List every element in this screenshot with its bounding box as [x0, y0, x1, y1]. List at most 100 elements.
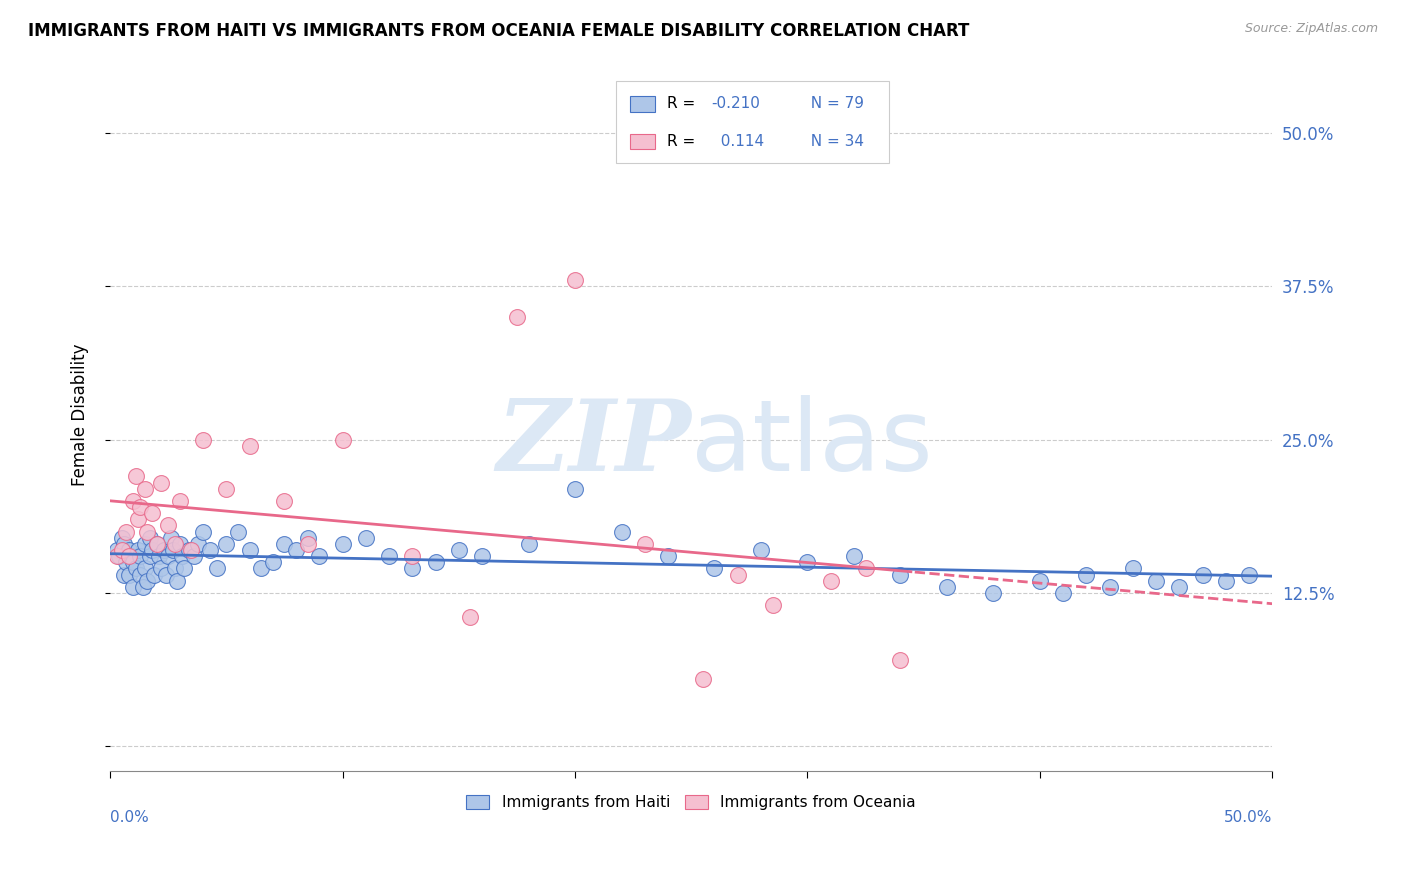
- Text: R =: R =: [666, 134, 700, 149]
- Point: [1052, 586, 1074, 600]
- Text: -0.210: -0.210: [711, 96, 759, 112]
- Point: [169, 537, 191, 551]
- Point: [169, 494, 191, 508]
- Point: [226, 524, 249, 539]
- Point: [118, 567, 141, 582]
- Point: [111, 543, 134, 558]
- Point: [131, 580, 153, 594]
- Point: [172, 549, 194, 563]
- Point: [134, 561, 156, 575]
- Point: [262, 555, 284, 569]
- Point: [152, 543, 174, 558]
- Point: [238, 543, 260, 558]
- Point: [205, 561, 228, 575]
- Point: [1144, 574, 1167, 588]
- Text: N = 34: N = 34: [800, 134, 863, 149]
- FancyBboxPatch shape: [630, 96, 655, 112]
- Point: [165, 561, 187, 575]
- Point: [762, 598, 785, 612]
- Point: [889, 567, 911, 582]
- Point: [124, 469, 146, 483]
- Point: [179, 543, 201, 558]
- Point: [136, 574, 159, 588]
- Point: [564, 482, 586, 496]
- Point: [703, 561, 725, 575]
- Point: [138, 531, 160, 545]
- Point: [129, 549, 152, 563]
- Point: [634, 537, 657, 551]
- Point: [118, 549, 141, 563]
- Y-axis label: Female Disability: Female Disability: [72, 344, 89, 486]
- Point: [1122, 561, 1144, 575]
- Point: [157, 549, 180, 563]
- Point: [506, 310, 529, 324]
- Point: [1191, 567, 1213, 582]
- Point: [105, 549, 128, 563]
- Point: [889, 653, 911, 667]
- Point: [112, 537, 135, 551]
- Text: 0.0%: 0.0%: [110, 810, 149, 825]
- Point: [273, 494, 295, 508]
- Point: [842, 549, 865, 563]
- Point: [215, 537, 238, 551]
- Point: [401, 549, 423, 563]
- Point: [115, 524, 138, 539]
- Point: [1029, 574, 1052, 588]
- Point: [657, 549, 679, 563]
- Point: [187, 537, 209, 551]
- Point: [165, 537, 187, 551]
- Text: atlas: atlas: [692, 395, 932, 492]
- Point: [180, 543, 202, 558]
- Point: [471, 549, 494, 563]
- Point: [564, 273, 586, 287]
- Legend: Immigrants from Haiti, Immigrants from Oceania: Immigrants from Haiti, Immigrants from O…: [460, 789, 922, 816]
- Text: 0.114: 0.114: [711, 134, 763, 149]
- Point: [148, 549, 170, 563]
- Point: [936, 580, 959, 594]
- Point: [127, 512, 149, 526]
- Point: [111, 531, 134, 545]
- Point: [517, 537, 540, 551]
- Point: [727, 567, 749, 582]
- Point: [115, 555, 138, 569]
- Point: [238, 439, 260, 453]
- Point: [143, 567, 166, 582]
- Point: [122, 494, 145, 508]
- Point: [134, 537, 156, 551]
- Point: [191, 433, 214, 447]
- Point: [332, 537, 354, 551]
- Point: [820, 574, 842, 588]
- Text: N = 79: N = 79: [800, 96, 863, 112]
- Text: IMMIGRANTS FROM HAITI VS IMMIGRANTS FROM OCEANIA FEMALE DISABILITY CORRELATION C: IMMIGRANTS FROM HAITI VS IMMIGRANTS FROM…: [28, 22, 970, 40]
- Text: ZIP: ZIP: [496, 395, 692, 491]
- Point: [127, 543, 149, 558]
- Point: [159, 531, 181, 545]
- Point: [610, 524, 633, 539]
- Point: [155, 567, 177, 582]
- Point: [122, 580, 145, 594]
- Point: [198, 543, 221, 558]
- Point: [332, 433, 354, 447]
- Point: [141, 543, 163, 558]
- Point: [297, 537, 319, 551]
- Point: [112, 567, 135, 582]
- Point: [108, 549, 131, 563]
- Point: [118, 543, 141, 558]
- Point: [191, 524, 214, 539]
- Point: [150, 475, 173, 490]
- Text: R =: R =: [666, 96, 700, 112]
- Point: [173, 561, 195, 575]
- Point: [250, 561, 273, 575]
- Point: [122, 555, 145, 569]
- Point: [105, 543, 128, 558]
- Point: [378, 549, 401, 563]
- Point: [134, 482, 156, 496]
- Point: [447, 543, 470, 558]
- Point: [141, 506, 163, 520]
- Point: [129, 567, 152, 582]
- Point: [166, 574, 188, 588]
- Point: [129, 500, 152, 515]
- Point: [138, 549, 160, 563]
- Point: [796, 555, 818, 569]
- Point: [855, 561, 877, 575]
